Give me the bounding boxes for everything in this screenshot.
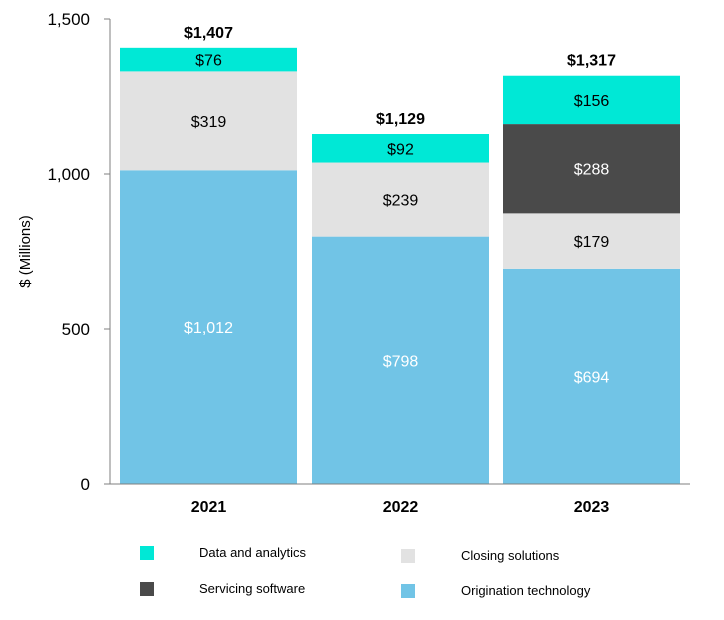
data-label: $76 [195, 53, 222, 70]
bar-segment [503, 75, 680, 125]
bar-segment [120, 71, 297, 171]
x-tick-label: 2021 [191, 499, 227, 516]
data-label: $288 [574, 162, 610, 179]
bar-segment [120, 170, 297, 484]
data-label: $1,012 [184, 320, 233, 337]
bar-segment [312, 236, 489, 484]
x-tick-label: 2023 [574, 499, 610, 516]
data-label: $92 [387, 141, 414, 158]
data-label: $798 [383, 353, 419, 370]
bar-segment [312, 134, 489, 163]
total-label: $1,407 [184, 25, 233, 42]
y-axis-title: $ (Millions) [17, 215, 34, 288]
bar-segment [120, 47, 297, 72]
y-tick-label: 0 [81, 475, 90, 494]
bar-segment [503, 268, 680, 484]
y-tick-label: 1,500 [47, 10, 90, 29]
data-label: $179 [574, 234, 610, 251]
bar-segment [503, 124, 680, 214]
data-label: $239 [383, 193, 419, 210]
data-label: $156 [574, 93, 610, 110]
bar-segment [503, 213, 680, 269]
data-label: $694 [574, 369, 610, 386]
total-label: $1,317 [567, 53, 616, 70]
total-label: $1,129 [376, 111, 425, 128]
y-tick-label: 500 [62, 320, 90, 339]
x-tick-label: 2022 [383, 499, 419, 516]
data-label: $319 [191, 114, 227, 131]
bar-segment [312, 162, 489, 237]
y-tick-label: 1,000 [47, 165, 90, 184]
